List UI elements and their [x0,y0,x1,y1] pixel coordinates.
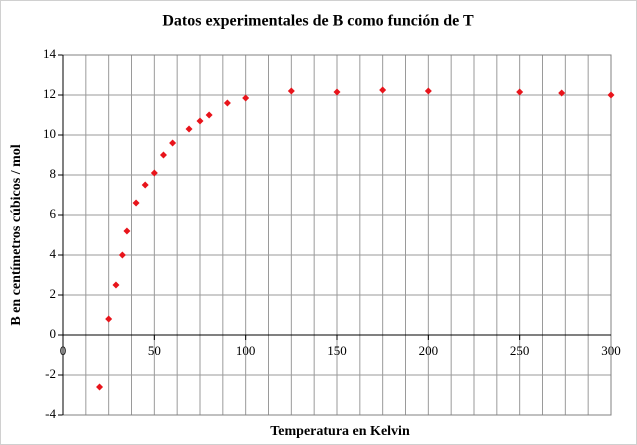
point [379,86,387,94]
point [123,227,131,235]
y-tick-label: 4 [50,246,57,261]
point [223,99,231,107]
x-tick-label: 200 [419,343,439,358]
point [159,151,167,159]
point [169,139,177,147]
x-axis-label: Temperatura en Kelvin [270,424,410,439]
point [132,199,140,207]
y-tick-label: 2 [50,286,57,301]
y-tick-label: -2 [45,366,56,381]
point [242,94,250,102]
x-tick-label: 250 [510,343,530,358]
point [516,88,524,96]
point [287,87,295,95]
point [424,87,432,95]
point [141,181,149,189]
point [112,281,120,289]
point [205,111,213,119]
point [558,89,566,97]
point [185,125,193,133]
point [333,88,341,96]
y-tick-label: 14 [43,46,57,61]
y-tick-label: 8 [50,166,57,181]
x-tick-label: 50 [148,343,161,358]
point [196,117,204,125]
y-axis-label: B en centímetros cúbicos / mol [9,144,24,325]
y-tick-label: 10 [43,126,56,141]
y-tick-label: 6 [50,206,57,221]
point [118,251,126,259]
point [96,383,104,391]
x-tick-label: 100 [236,343,256,358]
y-tick-label: -4 [45,406,56,421]
point [105,315,113,323]
point [150,169,158,177]
y-tick-label: 12 [43,86,56,101]
x-tick-label: 150 [327,343,347,358]
chart-title: Datos experimentales de B como función d… [162,13,474,30]
point [607,91,615,99]
y-tick-label: 0 [50,326,57,341]
